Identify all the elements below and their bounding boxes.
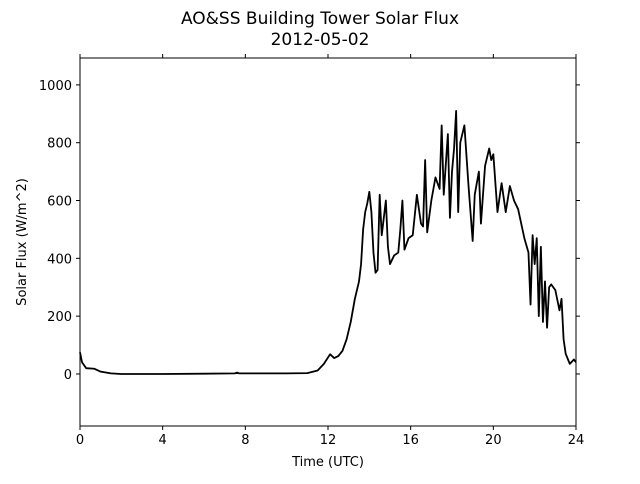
plot-frame	[79, 57, 577, 427]
y-tick-label: 400	[47, 252, 72, 267]
x-tick-label: 8	[241, 433, 249, 448]
data-line	[79, 110, 577, 375]
x-tick-label: 0	[76, 433, 84, 448]
chart-subtitle: 2012-05-02	[271, 30, 370, 50]
y-tick-label: 0	[64, 368, 72, 383]
y-tick-label: 600	[47, 195, 72, 210]
x-tick-label: 24	[568, 433, 585, 448]
y-tick-label: 1000	[39, 79, 72, 94]
x-tick-label: 20	[485, 433, 502, 448]
x-tick-label: 12	[320, 433, 337, 448]
x-axis-label: Time (UTC)	[291, 455, 364, 470]
y-tick-label: 800	[47, 137, 72, 152]
x-tick-label: 4	[159, 433, 167, 448]
chart-title: AO&SS Building Tower Solar Flux	[181, 9, 459, 29]
y-tick-label: 200	[47, 310, 72, 325]
y-axis-label: Solar Flux (W/m^2)	[15, 178, 30, 306]
x-tick-label: 16	[402, 433, 419, 448]
